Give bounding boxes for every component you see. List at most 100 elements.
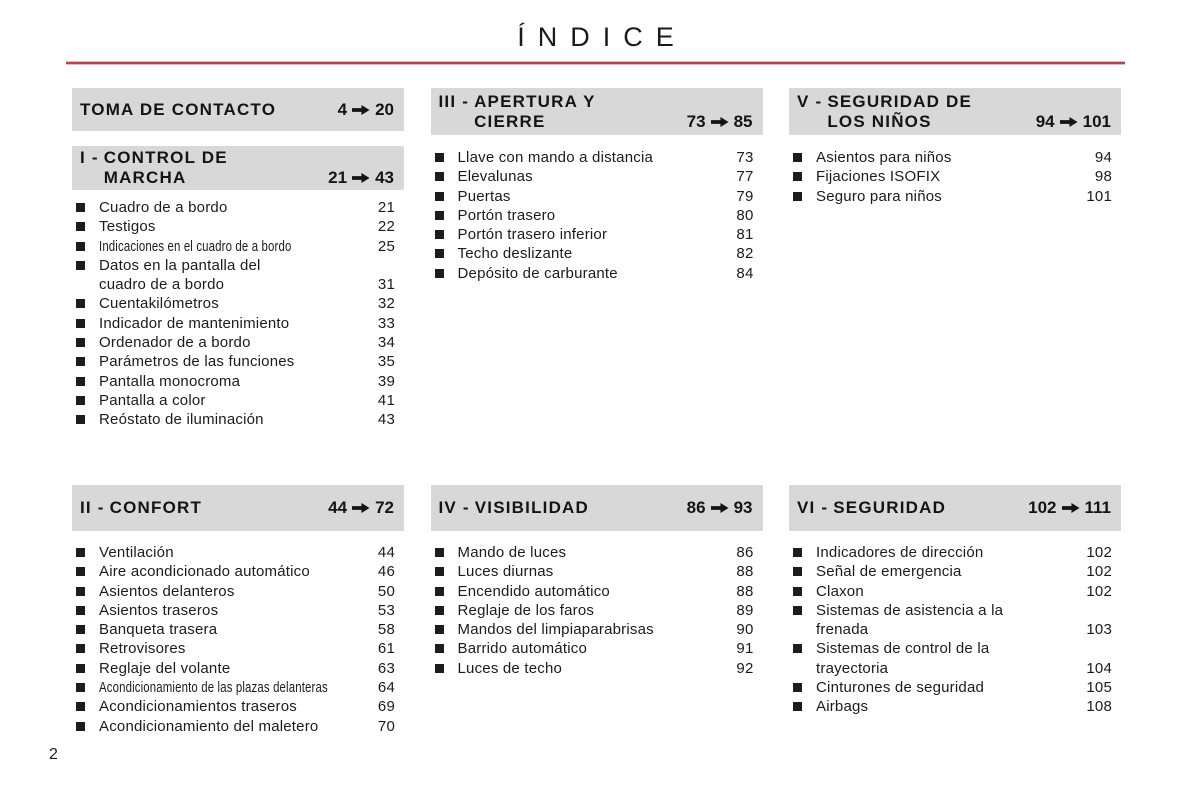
section-number: VI - <box>797 498 829 517</box>
toc-item: Mando de luces 86 <box>431 543 763 562</box>
toc-item-page: 22 <box>377 218 395 236</box>
toc-item-label: Depósito de carburante <box>457 264 618 282</box>
toc-item: Fijaciones ISOFIX 98 <box>789 167 1121 186</box>
toc-item-label: Parámetros de las funciones <box>99 353 295 371</box>
square-bullet-icon <box>793 586 802 596</box>
section-title: SEGURIDAD <box>833 498 947 517</box>
toc-item-label: Elevalunas <box>457 168 533 186</box>
toc-item: Depósito de carburante 84 <box>431 264 763 283</box>
toc-item-page: 91 <box>736 640 754 658</box>
toc-item: Seguro para niños 101 <box>789 187 1121 206</box>
square-bullet-icon <box>76 683 85 693</box>
toc-item-page: 32 <box>377 295 395 313</box>
toc-item-label: Ventilación <box>99 544 174 561</box>
square-bullet-icon <box>76 663 85 673</box>
toc-item: Barrido automático 91 <box>431 639 763 658</box>
toc-item-label: Sistemas de control de la trayectoria <box>816 640 990 677</box>
toc-item-page: 84 <box>736 264 754 282</box>
toc-item-label: Puertas <box>457 187 511 205</box>
toc-item: Luces de techo 92 <box>431 659 763 678</box>
toc-item-page: 69 <box>377 698 395 716</box>
range-from: 44 <box>328 498 348 517</box>
toc-item-page: 61 <box>377 640 395 658</box>
toc-item-page: 21 <box>377 199 395 216</box>
toc-item-label: Airbags <box>816 698 869 716</box>
toc-item-page: 79 <box>736 187 754 205</box>
section-title: CONFORT <box>109 498 203 517</box>
toc-item-label: Reglaje del volante <box>99 659 231 677</box>
toc-item: Llave con mando a distancia 73 <box>431 148 763 167</box>
toc-item: Mandos del limpiaparabrisas 90 <box>431 620 763 639</box>
section-header-confort: II - CONFORT 44 72 <box>72 485 404 531</box>
toc-item-page: 31 <box>377 276 395 294</box>
section-items-visibilidad: Mando de luces 86 Luces diurnas 88 Encen… <box>431 543 763 678</box>
square-bullet-icon <box>434 249 444 259</box>
square-bullet-icon <box>76 625 85 635</box>
toc-item: Acondicionamiento de las plazas delanter… <box>72 678 404 697</box>
section-items-apertura: Llave con mando a distancia 73 Elevaluna… <box>431 148 763 283</box>
toc-item: Ventilación 44 <box>72 543 404 562</box>
square-bullet-icon <box>76 338 85 348</box>
range-from: 94 <box>1035 111 1055 131</box>
toc-item: Sistemas de control de la trayectoria 10… <box>789 639 1121 678</box>
section-number: III - <box>438 91 470 111</box>
toc-item-page: 82 <box>736 245 754 263</box>
arrow-right-icon <box>352 172 370 184</box>
section-page-range: 73 85 <box>687 112 753 132</box>
column-6: VI - SEGURIDAD 102 111 <box>789 485 1121 736</box>
toc-item-label: Portón trasero <box>457 206 556 224</box>
toc-item-label: Asientos delanteros <box>99 582 235 600</box>
section-header-visibilidad: IV - VISIBILIDAD 86 93 <box>430 485 763 531</box>
section-title-line2: LOS NIÑOS <box>827 111 932 131</box>
section-page-range: 102 111 <box>1028 498 1111 518</box>
square-bullet-icon <box>434 567 444 577</box>
toc-item: Cuadro de a bordo 21 <box>72 198 404 217</box>
toc-item: Acondicionamientos traseros 69 <box>72 697 404 716</box>
toc-item-page: 108 <box>1086 698 1112 716</box>
square-bullet-icon <box>434 605 444 615</box>
square-bullet-icon <box>434 210 444 220</box>
toc-item-label: Encendido automático <box>457 582 610 600</box>
arrow-right-icon <box>1059 116 1078 127</box>
toc-item-page: 101 <box>1086 187 1112 205</box>
index-row-top: TOMA DE CONTACTO 4 20 I - <box>72 88 1121 430</box>
toc-item-page: 63 <box>377 659 395 677</box>
toc-item-page: 58 <box>377 621 395 639</box>
toc-item-page: 80 <box>736 206 754 224</box>
square-bullet-icon <box>76 586 85 596</box>
square-bullet-icon <box>793 683 802 693</box>
section-title: TOMA DE CONTACTO <box>80 99 277 119</box>
toc-item-label: Indicaciones en el cuadro de a bordo <box>99 237 292 255</box>
toc-item: Cinturones de seguridad 105 <box>789 678 1121 697</box>
section-page-range: 21 43 <box>328 168 394 188</box>
toc-item-page: 105 <box>1086 679 1112 697</box>
section-number: II - <box>80 498 105 517</box>
section-page-range: 44 72 <box>328 498 394 518</box>
toc-item-page: 88 <box>736 563 754 581</box>
toc-item: Techo deslizante 82 <box>431 244 763 263</box>
toc-item-label: Mando de luces <box>457 544 567 561</box>
section-title-line2: MARCHA <box>103 168 187 187</box>
toc-item-label: Señal de emergencia <box>816 563 962 581</box>
toc-item: Elevalunas 77 <box>431 167 763 186</box>
toc-item: Airbags 108 <box>789 697 1121 716</box>
toc-item-label: Fijaciones ISOFIX <box>816 168 941 186</box>
page-title: ÍNDICE <box>517 22 687 52</box>
toc-item: Banqueta trasera 58 <box>72 620 404 639</box>
toc-item-label: Techo deslizante <box>457 245 573 263</box>
range-from: 21 <box>328 168 348 187</box>
range-from: 86 <box>686 498 706 517</box>
range-to: 85 <box>733 111 753 131</box>
range-to: 101 <box>1082 111 1111 131</box>
toc-item: Ordenador de a bordo 34 <box>72 333 404 352</box>
toc-item: Sistemas de asistencia a la frenada 103 <box>789 601 1121 640</box>
toc-item-label: Cuadro de a bordo <box>99 199 228 216</box>
section-title: APERTURA Y <box>474 91 596 111</box>
toc-item: Puertas 79 <box>431 187 763 206</box>
toc-item: Luces diurnas 88 <box>431 562 763 581</box>
index-row-bottom: II - CONFORT 44 72 <box>72 485 1121 736</box>
square-bullet-icon <box>76 702 85 712</box>
toc-item-page: 44 <box>377 544 395 561</box>
toc-item-page: 89 <box>736 601 754 619</box>
